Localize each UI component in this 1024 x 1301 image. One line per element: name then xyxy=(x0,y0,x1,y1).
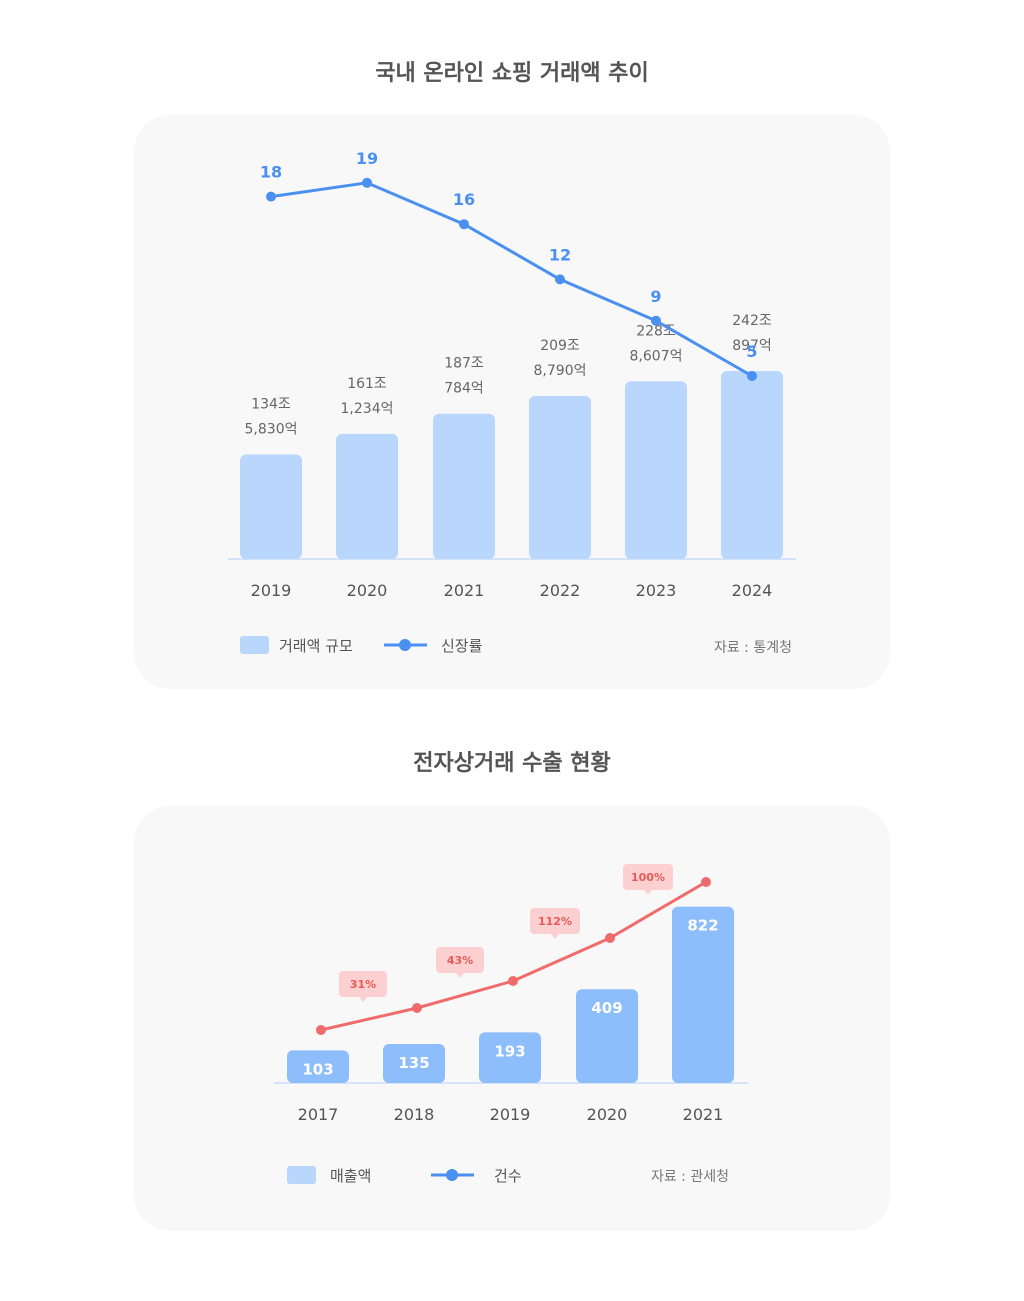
bar xyxy=(240,454,302,559)
x-tick-label: 2024 xyxy=(732,581,773,600)
growth-point xyxy=(459,219,469,230)
bar-value-label: 134조 xyxy=(251,396,291,412)
growth-bubble-pointer xyxy=(456,973,464,978)
source-label: 자료 : 관세청 xyxy=(651,1169,729,1185)
legend-bar-swatch xyxy=(287,1166,316,1184)
bar-value-label: 897억 xyxy=(732,338,772,354)
legend-line-marker xyxy=(399,639,411,651)
chart-title-1: 국내 온라인 쇼핑 거래액 추이 xyxy=(375,61,649,86)
growth-point xyxy=(747,371,757,381)
chart-card-1: 134조 5,830억 2019 161조 1,234억 2020 187조 784억 2021… xyxy=(134,115,890,689)
growth-bubble-pointer xyxy=(359,997,367,1002)
bar-value-label: 209조 xyxy=(540,338,580,354)
bar-value-label: 1,234억 xyxy=(341,401,394,417)
bar-value-label: 242조 xyxy=(732,313,772,329)
bar-value-label: 409 xyxy=(591,999,622,1017)
growth-bubble-pointer xyxy=(644,890,652,895)
count-point xyxy=(412,1003,422,1013)
bar xyxy=(576,989,638,1083)
growth-point xyxy=(555,274,565,285)
bar-value-label: 135 xyxy=(398,1054,429,1072)
legend-bar-label: 매출액 xyxy=(330,1167,371,1185)
bar-value-label: 8,790억 xyxy=(534,363,587,379)
growth-line xyxy=(270,181,753,378)
x-tick-label: 2022 xyxy=(540,581,581,600)
growth-point xyxy=(651,315,661,326)
bar-value-label: 784억 xyxy=(444,381,484,397)
x-tick-label: 2019 xyxy=(251,581,292,600)
x-tick-label: 2021 xyxy=(444,581,485,600)
growth-bubble xyxy=(623,864,673,890)
bar-value-label: 822 xyxy=(687,917,718,935)
bar xyxy=(336,433,398,559)
bar xyxy=(625,381,687,559)
legend-bar-swatch xyxy=(240,636,269,654)
growth-point xyxy=(266,191,276,202)
growth-bubble xyxy=(530,908,580,934)
legend-line-label: 신장률 xyxy=(441,637,483,655)
growth-label: 12 xyxy=(549,245,571,264)
legend-bar-label: 거래액 규모 xyxy=(279,637,353,655)
bar-value-label: 187조 xyxy=(444,356,484,372)
growth-point xyxy=(362,177,372,188)
count-point xyxy=(316,1025,326,1035)
growth-bubble xyxy=(436,947,484,973)
x-tick-label: 2021 xyxy=(683,1105,724,1124)
export-chart: 103 2017 135 2018 193 2019 409 2020 822 2021 31% 43… xyxy=(274,864,748,1185)
source-label: 자료 : 통계청 xyxy=(714,640,792,656)
growth-label: 9 xyxy=(650,287,661,306)
bar xyxy=(672,906,734,1083)
bar xyxy=(721,371,783,559)
chart-title-2: 전자상거래 수출 현황 xyxy=(413,751,611,776)
x-tick-label: 2017 xyxy=(298,1105,339,1124)
growth-label: 5 xyxy=(746,342,757,361)
bar-value-label: 193 xyxy=(494,1042,525,1060)
growth-bubble-label: 43% xyxy=(447,954,473,967)
growth-bubble xyxy=(339,971,387,997)
growth-bubble-label: 100% xyxy=(631,871,665,884)
bar xyxy=(479,1032,541,1083)
bar-value-label: 8,607억 xyxy=(630,348,683,364)
growth-bubble-label: 31% xyxy=(350,978,376,991)
bar xyxy=(529,396,591,559)
bar xyxy=(433,413,495,559)
bar xyxy=(383,1044,445,1083)
bar xyxy=(287,1050,349,1083)
x-tick-label: 2018 xyxy=(394,1105,435,1124)
x-tick-label: 2023 xyxy=(636,581,677,600)
growth-label: 16 xyxy=(453,190,475,209)
bar-value-label: 103 xyxy=(302,1060,333,1078)
legend-line-marker xyxy=(446,1169,458,1181)
count-point xyxy=(605,933,615,943)
count-point xyxy=(701,877,711,887)
x-tick-label: 2019 xyxy=(490,1105,531,1124)
shopping-chart: 134조 5,830억 2019 161조 1,234억 2020 187조 784억 2021… xyxy=(228,149,796,656)
bar-value-label: 5,830억 xyxy=(245,421,298,437)
count-line xyxy=(320,880,707,1032)
growth-bubble-label: 112% xyxy=(538,915,572,928)
count-point xyxy=(508,976,518,986)
x-tick-label: 2020 xyxy=(587,1105,628,1124)
legend-line-label: 건수 xyxy=(494,1167,522,1185)
growth-label: 18 xyxy=(260,163,282,182)
bar-value-label: 161조 xyxy=(347,376,387,392)
chart-card-2: 103 2017 135 2018 193 2019 409 2020 822 2021 31% 43… xyxy=(134,806,890,1231)
growth-label: 19 xyxy=(356,149,378,168)
x-tick-label: 2020 xyxy=(347,581,388,600)
growth-bubble-pointer xyxy=(551,934,559,939)
